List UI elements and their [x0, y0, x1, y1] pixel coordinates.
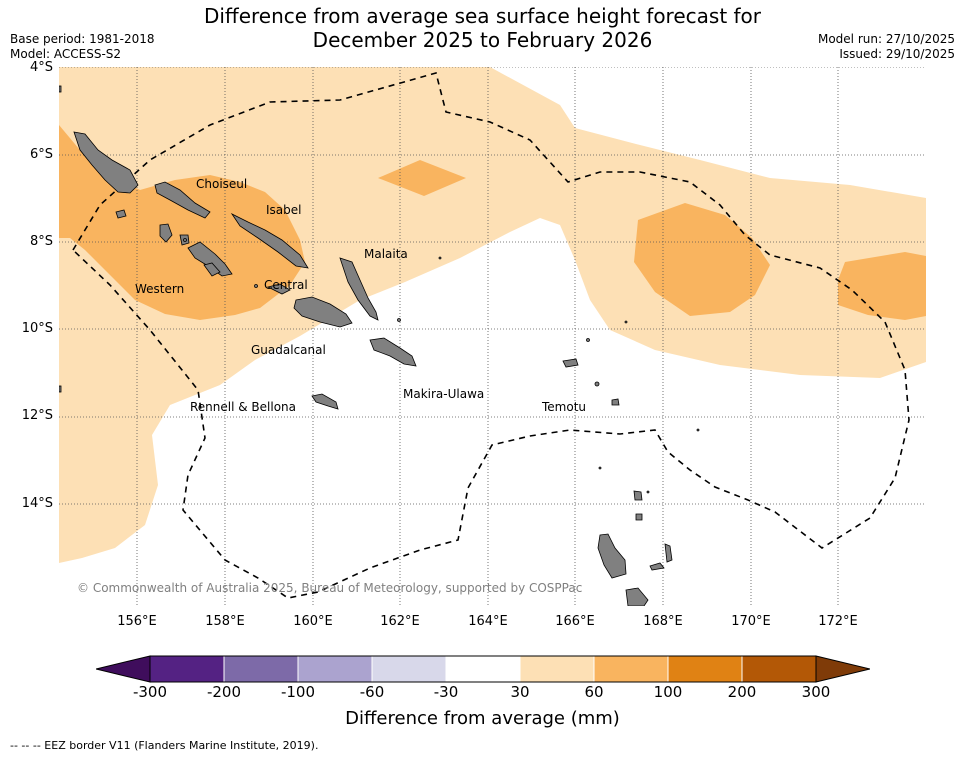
- colorbar-label: Difference from average (mm): [345, 708, 620, 729]
- lon-label-170e: 170°E: [731, 614, 771, 629]
- label-central: Central: [264, 278, 308, 292]
- lon-label-166e: 166°E: [555, 614, 595, 629]
- colorbar: [96, 655, 870, 683]
- label-makira-ulawa: Makira-Ulawa: [403, 387, 484, 401]
- island-florida: [266, 283, 291, 295]
- label-guadalcanal: Guadalcanal: [251, 343, 326, 357]
- island-isabel: [230, 212, 309, 269]
- island-anuta: [696, 428, 700, 432]
- lon-label-172e: 172°E: [818, 614, 858, 629]
- islands: [59, 85, 700, 606]
- colorbar-extend-high: [815, 655, 870, 683]
- colorbar-bin-6: [519, 655, 595, 683]
- island-edge-sw: [59, 385, 62, 393]
- label-choiseul: Choiseul: [196, 177, 247, 191]
- colorbar-bin-9: [741, 655, 817, 683]
- anomaly-region-60-100-west: [59, 125, 305, 320]
- colorbar-tick: 200: [727, 683, 757, 701]
- colorbar-bin-1: [149, 655, 225, 683]
- colorbar-tick: 30: [510, 683, 530, 701]
- title-line-1: Difference from average sea surface heig…: [203, 4, 762, 28]
- colorbar-bin-8: [667, 655, 743, 683]
- colorbar-bin-4: [371, 655, 447, 683]
- island-small: [183, 238, 187, 242]
- model-name: Model: ACCESS-S2: [10, 47, 122, 61]
- island-makira: [369, 337, 417, 367]
- island-vella-lavella: [159, 223, 173, 243]
- colorbar-bin-5: [445, 655, 521, 683]
- island-tikopia: [594, 381, 600, 387]
- island-banks: [633, 490, 643, 501]
- island-reef: [586, 338, 590, 342]
- colorbar-tick: 60: [584, 683, 604, 701]
- island-shortland: [115, 209, 127, 219]
- island-torres: [635, 513, 643, 521]
- island-ulawa: [397, 318, 401, 322]
- island-edge-west: [59, 85, 62, 93]
- colorbar-extend-low: [96, 655, 151, 683]
- island-bougainville: [73, 131, 139, 194]
- island-choiseul: [154, 181, 211, 219]
- colorbar-tick: -60: [359, 683, 385, 701]
- island-guadalcanal: [293, 296, 353, 328]
- model-run: Model run: 27/10/2025: [817, 32, 955, 46]
- base-period: Base period: 1981-2018: [10, 32, 155, 46]
- colorbar-tick: -200: [206, 683, 242, 701]
- island-duff: [624, 320, 628, 324]
- island-espiritu-santo: [597, 533, 627, 579]
- colorbar-frame: [149, 655, 817, 683]
- lon-label-164e: 164°E: [468, 614, 508, 629]
- lat-label-12s: 12°S: [21, 408, 53, 423]
- anomaly-region-60-100-far-east: [838, 252, 926, 320]
- lon-label-158e: 158°E: [205, 614, 245, 629]
- colorbar-bin-7: [593, 655, 669, 683]
- copyright-notice: © Commonwealth of Australia 2025, Bureau…: [77, 581, 582, 595]
- island-mota: [646, 490, 650, 494]
- map-title: Difference from average sea surface heig…: [0, 4, 965, 52]
- island-rendova: [203, 262, 221, 277]
- label-rennell-bellona: Rennell & Bellona: [190, 400, 296, 414]
- colorbar-tick: -300: [132, 683, 168, 701]
- eez-border: [71, 72, 910, 599]
- lon-label-160e: 160°E: [293, 614, 333, 629]
- colorbar-tick: -100: [280, 683, 316, 701]
- eez-legend: -- -- -- EEZ border V11 (Flanders Marine…: [10, 739, 319, 752]
- gridlines: [59, 67, 926, 606]
- lon-label-162e: 162°E: [380, 614, 420, 629]
- colorbar-bin-2: [223, 655, 299, 683]
- lat-label-10s: 10°S: [21, 321, 53, 336]
- map-area: Choiseul Isabel Malaita Western Central …: [59, 67, 926, 606]
- label-malaita: Malaita: [364, 247, 408, 261]
- colorbar-tick: 300: [801, 683, 831, 701]
- label-temotu: Temotu: [541, 400, 586, 414]
- lat-label-8s: 8°S: [29, 234, 53, 249]
- label-western: Western: [135, 282, 184, 296]
- lon-label-156e: 156°E: [117, 614, 157, 629]
- title-line-2: December 2025 to February 2026: [312, 28, 653, 52]
- island-nukapu: [598, 466, 602, 470]
- island-rennell: [311, 393, 339, 410]
- lat-label-4s: 4°S: [29, 60, 53, 75]
- lat-label-14s: 14°S: [21, 496, 53, 511]
- island-sikaiana: [438, 256, 442, 260]
- island-ambae: [649, 562, 665, 571]
- island-santa-cruz: [562, 358, 579, 368]
- issued-date: Issued: 29/10/2025: [839, 47, 955, 61]
- island-malaita: [339, 257, 379, 321]
- colorbar-tick: -30: [433, 683, 459, 701]
- island-maewo: [664, 543, 673, 563]
- island-vanikoro: [611, 398, 620, 406]
- label-isabel: Isabel: [266, 203, 301, 217]
- colorbar-tick: 100: [653, 683, 683, 701]
- meta-right: Model run: 27/10/2025 Issued: 29/10/2025: [818, 32, 955, 62]
- anomaly-region-30-60: [59, 67, 926, 563]
- island-new-georgia: [187, 241, 233, 277]
- lon-label-168e: 168°E: [643, 614, 683, 629]
- colorbar-bin-3: [297, 655, 373, 683]
- anomaly-region-60-100-east: [634, 203, 770, 316]
- meta-left: Base period: 1981-2018 Model: ACCESS-S2: [10, 32, 155, 62]
- island-malakula: [625, 587, 649, 606]
- island-russell: [254, 284, 258, 288]
- lat-label-6s: 6°S: [29, 147, 53, 162]
